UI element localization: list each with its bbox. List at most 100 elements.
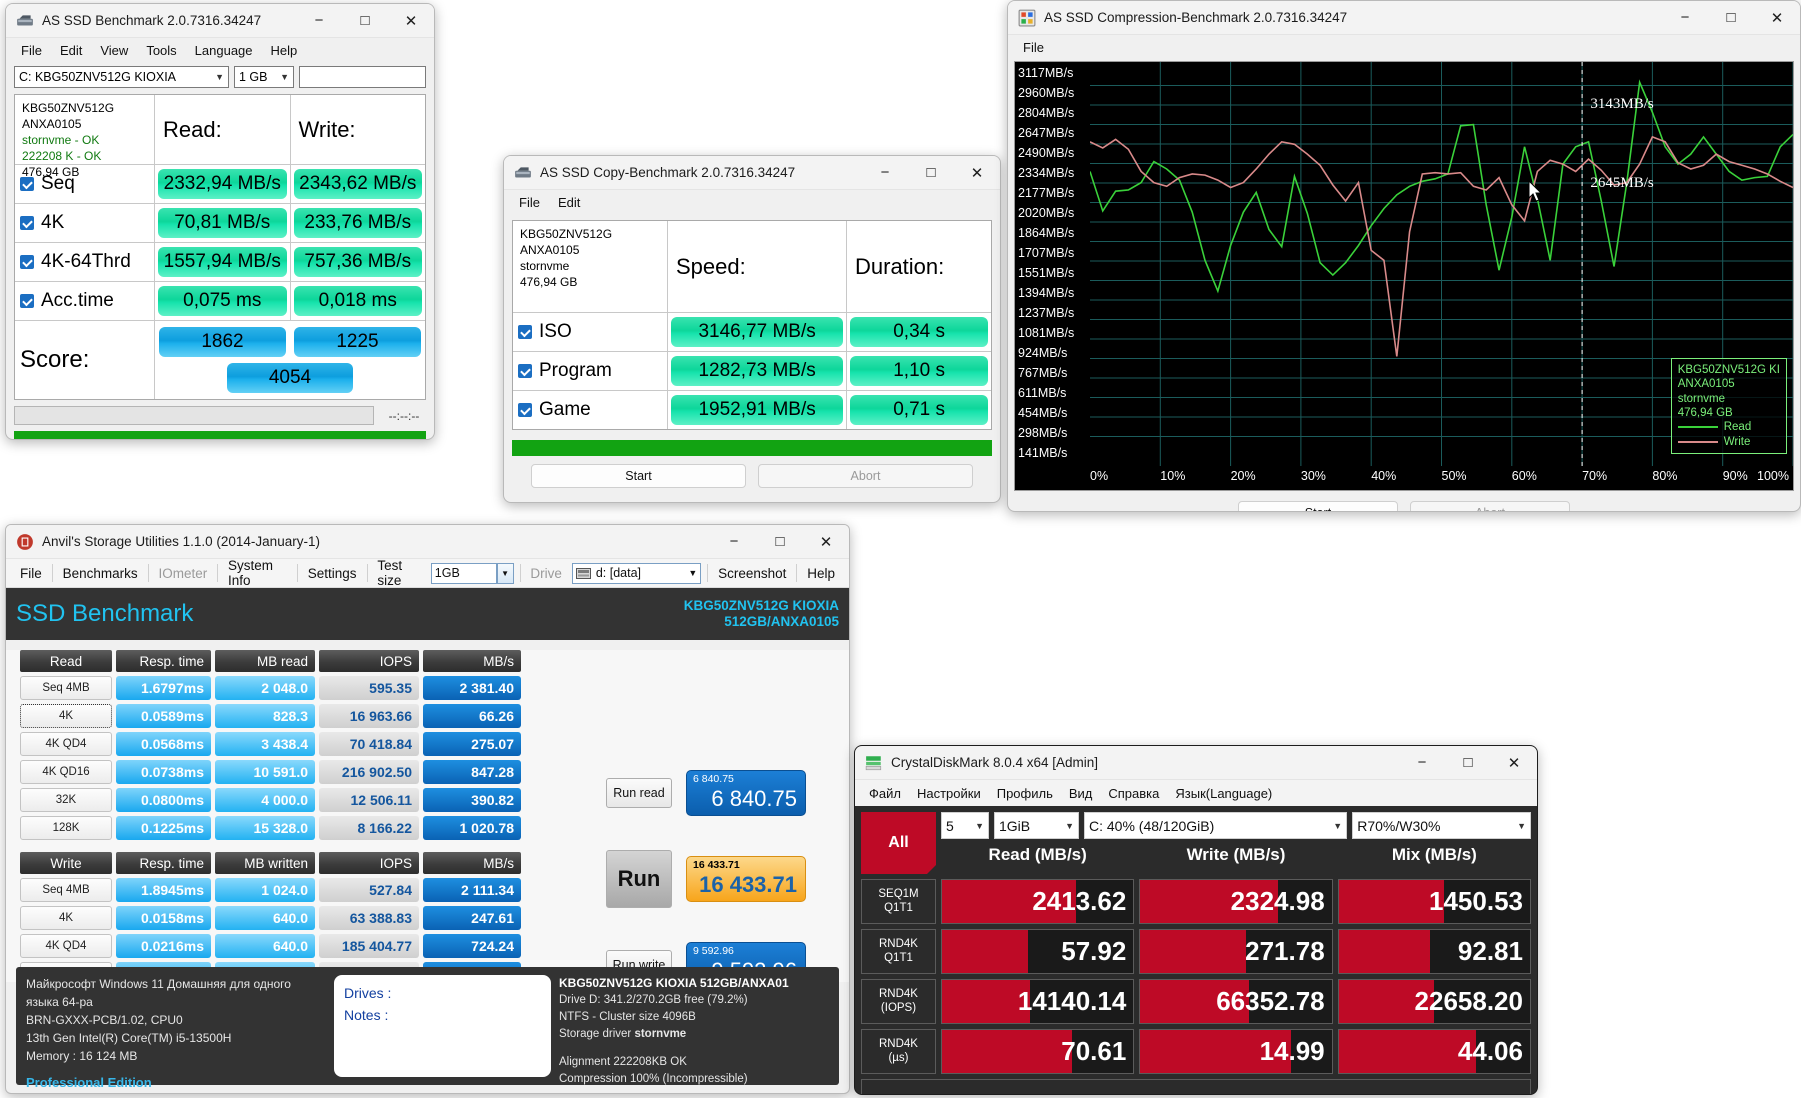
column-header: MB written [215, 852, 315, 874]
menu-item-file[interactable]: File [21, 42, 42, 58]
close-button[interactable]: ✕ [970, 164, 984, 182]
abort-button[interactable]: Abort [758, 464, 973, 488]
start-button[interactable]: Start [1238, 501, 1398, 511]
menu-item-file[interactable]: File [519, 194, 540, 210]
checkbox-program[interactable] [518, 364, 532, 378]
drive-select[interactable]: C: KBG50ZNV512G KIOXIA ▼ [14, 66, 229, 88]
checkbox-iso[interactable] [518, 325, 532, 339]
mix-ratio-value: R70%/W30% [1357, 817, 1441, 834]
close-button[interactable]: ✕ [404, 12, 418, 30]
row-label[interactable]: RND4K Q1T1 [861, 929, 936, 974]
menu-item-iometer[interactable]: IOmeter [158, 565, 208, 581]
close-button[interactable]: ✕ [1770, 9, 1784, 27]
testsize-select[interactable]: 1GB [430, 562, 497, 584]
count-select[interactable]: 5 ▼ [941, 812, 989, 839]
row-label[interactable]: 4K QD4 [20, 934, 112, 958]
row-label[interactable]: Seq 4MB [20, 878, 112, 902]
as-ssd-compression-benchmark-window[interactable]: AS SSD Compression-Benchmark 2.0.7316.34… [1007, 0, 1801, 512]
menu-item-benchmarks[interactable]: Benchmarks [62, 565, 138, 581]
menu-item-help[interactable]: Help [270, 42, 298, 58]
checkbox-4k64thrd[interactable] [20, 255, 34, 269]
row-label[interactable]: Seq 4MB [20, 676, 112, 700]
menu-item-file[interactable]: File [20, 565, 42, 581]
menu-item-settings[interactable]: Settings [307, 565, 357, 581]
maximize-button[interactable]: □ [360, 12, 370, 29]
value-text: 70.61 [1061, 1036, 1127, 1066]
row-label-line2: (IOPS) [880, 1001, 917, 1014]
minimize-button[interactable]: − [729, 533, 739, 550]
menu-item-help[interactable]: Help [807, 565, 836, 581]
row-label[interactable]: SEQ1M Q1T1 [861, 879, 936, 924]
minimize-button[interactable]: − [314, 12, 324, 29]
target-select[interactable]: C: 40% (48/120GiB) ▼ [1084, 812, 1348, 839]
menu-item-file[interactable]: File [1023, 39, 1044, 55]
drive-firmware: ANXA0105 [520, 242, 580, 257]
row-label-seq[interactable]: Seq [15, 165, 155, 203]
checkbox-seq[interactable] [20, 177, 34, 191]
checkbox-game[interactable] [518, 403, 532, 417]
elapsed-time: --:--:-- [388, 408, 420, 423]
row-label-4k[interactable]: 4K [15, 204, 155, 242]
drive-select[interactable]: d: [data] ▼ [571, 562, 702, 584]
anvil-storage-utilities-window[interactable]: Anvil's Storage Utilities 1.1.0 (2014-Ja… [5, 524, 850, 1094]
menu-item-edit[interactable]: Edit [557, 194, 581, 210]
menu-item-language[interactable]: Language [194, 42, 253, 58]
as-ssd-copy-benchmark-window[interactable]: AS SSD Copy-Benchmark 2.0.7316.34247 − □… [503, 155, 1001, 503]
all-button[interactable]: All [861, 812, 936, 874]
row-label[interactable]: RND4K (µs) [861, 1029, 936, 1074]
menu-item-file[interactable]: Файл [869, 785, 901, 801]
chart-series-write [1090, 137, 1793, 357]
menu-item-edit[interactable]: Edit [59, 42, 83, 58]
checkbox-acctime[interactable] [20, 294, 34, 308]
row-label[interactable]: RND4K (IOPS) [861, 979, 936, 1024]
start-button[interactable]: Start [531, 464, 746, 488]
minimize-button[interactable]: − [1417, 754, 1427, 771]
menu-item-tools[interactable]: Tools [146, 42, 177, 58]
y-axis-tick: 2177MB/s [1018, 186, 1075, 200]
maximize-button[interactable]: □ [1463, 754, 1473, 771]
footer-drive-fs: NTFS - Cluster size 4096B [559, 1011, 696, 1024]
minimize-button[interactable]: − [1680, 9, 1690, 26]
row-label-iso[interactable]: ISO [513, 313, 668, 351]
row-label[interactable]: 4K [20, 906, 112, 930]
size-select[interactable]: 1GiB ▼ [994, 812, 1079, 839]
run-button[interactable]: Run [606, 850, 672, 908]
crystaldiskmark-window[interactable]: CrystalDiskMark 8.0.4 x64 [Admin] − □ ✕ … [854, 745, 1538, 1095]
size-select[interactable]: 1 GB ▼ [234, 66, 294, 88]
maximize-button[interactable]: □ [1726, 9, 1736, 26]
chevron-down-icon[interactable]: ▼ [496, 562, 514, 584]
menu-item-screenshot[interactable]: Screenshot [718, 565, 787, 581]
menu-item-view[interactable]: Вид [1068, 785, 1093, 801]
extra-text-field[interactable] [299, 66, 426, 88]
abort-button[interactable]: Abort [1410, 501, 1570, 511]
minimize-button[interactable]: − [880, 164, 890, 181]
as-ssd-benchmark-window[interactable]: AS SSD Benchmark 2.0.7316.34247 − □ ✕ Fi… [5, 3, 435, 440]
menu-item-view[interactable]: View [100, 42, 129, 58]
row-label[interactable]: 4K [20, 704, 112, 728]
anvil-header: SSD Benchmark KBG50ZNV512G KIOXIA 512GB/… [6, 588, 849, 640]
menu-item-profile[interactable]: Профиль [996, 785, 1053, 801]
notes-panel[interactable]: Drives : Notes : [334, 975, 551, 1077]
cell-read-value: 2413.62 [941, 879, 1135, 924]
row-label[interactable]: 4K QD4 [20, 732, 112, 756]
menu-item-settings[interactable]: Настройки [916, 785, 981, 801]
menu-item-language[interactable]: Язык(Language) [1175, 785, 1273, 801]
row-label[interactable]: 32K [20, 788, 112, 812]
menu-item-system-info[interactable]: System Info [228, 558, 274, 588]
row-label-game[interactable]: Game [513, 391, 668, 429]
checkbox-4k[interactable] [20, 216, 34, 230]
maximize-button[interactable]: □ [775, 533, 785, 550]
row-label-4k64thrd[interactable]: 4K-64Thrd [15, 243, 155, 281]
cell-read-value: 14140.14 [941, 979, 1135, 1024]
menu-item-help[interactable]: Справка [1108, 785, 1160, 801]
row-label[interactable]: 128K [20, 816, 112, 840]
row-label-acctime[interactable]: Acc.time [15, 282, 155, 320]
row-label-program[interactable]: Program [513, 352, 668, 390]
close-button[interactable]: ✕ [819, 533, 833, 551]
run-read-button[interactable]: Run read [606, 778, 672, 808]
row-label[interactable]: 4K QD16 [20, 760, 112, 784]
row-label-text: Acc.time [41, 290, 114, 311]
mix-ratio-select[interactable]: R70%/W30% ▼ [1352, 812, 1531, 839]
maximize-button[interactable]: □ [926, 164, 936, 181]
close-button[interactable]: ✕ [1507, 754, 1521, 772]
